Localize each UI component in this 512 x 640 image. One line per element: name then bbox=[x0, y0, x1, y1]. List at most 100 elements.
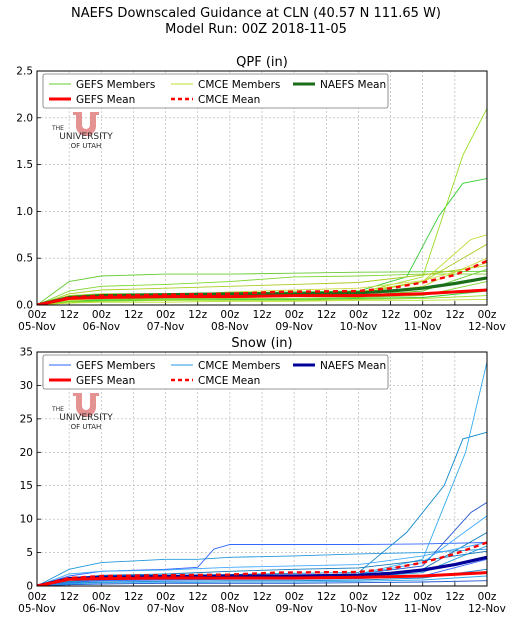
x-tick-label-date: 12-Nov bbox=[468, 603, 506, 615]
member-line bbox=[37, 273, 487, 305]
member-line bbox=[37, 281, 487, 305]
x-tick-label-hour: 00z bbox=[349, 591, 368, 603]
legend-label: GEFS Mean bbox=[76, 94, 135, 106]
university-u-icon bbox=[73, 112, 99, 136]
member-line bbox=[37, 295, 487, 305]
member-line bbox=[37, 270, 487, 305]
y-tick-label: 2.5 bbox=[16, 66, 33, 78]
member-line bbox=[37, 265, 487, 305]
x-tick-label-hour: 12z bbox=[381, 309, 400, 321]
x-tick-label-date: 05-Nov bbox=[18, 321, 56, 333]
member-line bbox=[37, 548, 487, 586]
x-tick-label-hour: 00z bbox=[285, 309, 304, 321]
axes-frame bbox=[36, 351, 488, 587]
y-tick-label: 30 bbox=[20, 380, 33, 392]
x-tick-label-hour: 12z bbox=[124, 309, 143, 321]
logo-text-utah: OF UTAH bbox=[71, 142, 102, 150]
series-group bbox=[37, 361, 487, 586]
x-tick-label-hour: 00z bbox=[478, 309, 497, 321]
figure-title: NAEFS Downscaled Guidance at CLN (40.57 … bbox=[70, 6, 442, 21]
x-tick-label-date: 10-Nov bbox=[340, 603, 378, 615]
x-tick-label-date: 09-Nov bbox=[275, 603, 313, 615]
x-tick-label-date: 06-Nov bbox=[82, 321, 120, 333]
mean-line-cmce-mean bbox=[37, 541, 487, 586]
x-tick-label-date: 10-Nov bbox=[340, 321, 378, 333]
legend-label: NAEFS Mean bbox=[320, 360, 386, 372]
y-tick-label: 2.0 bbox=[16, 112, 33, 124]
x-tick-label-date: 06-Nov bbox=[82, 603, 120, 615]
mean-line-gefs-mean bbox=[37, 288, 487, 305]
logo-text-the: THE bbox=[51, 125, 64, 132]
x-tick-label-hour: 00z bbox=[413, 591, 432, 603]
x-tick-label-date: 07-Nov bbox=[147, 321, 185, 333]
x-tick-label-date: 11-Nov bbox=[404, 321, 442, 333]
y-tick-label: 25 bbox=[20, 413, 33, 425]
x-tick-label-hour: 00z bbox=[220, 309, 239, 321]
x-tick-label-hour: 00z bbox=[28, 309, 47, 321]
panel-title: QPF (in) bbox=[236, 55, 288, 70]
member-line bbox=[37, 568, 487, 586]
panel-qpf: QPF (in) 00z 12z 00z 12z 00z 12z 00z 12z 00z 12z 00… bbox=[16, 55, 506, 333]
mean-line-cmce-mean bbox=[37, 259, 487, 305]
y-tick-label: 0 bbox=[26, 581, 33, 593]
x-tick-label-hour: 00z bbox=[156, 309, 175, 321]
x-tick-label-hour: 12z bbox=[60, 309, 79, 321]
x-tick-label-date: 11-Nov bbox=[404, 603, 442, 615]
member-line bbox=[37, 298, 487, 305]
x-tick-label-hour: 00z bbox=[28, 591, 47, 603]
legend: GEFS Members CMCE Members NAEFS Mean GEFS M… bbox=[42, 354, 389, 390]
x-tick-label-hour: 12z bbox=[124, 591, 143, 603]
x-tick-label-date: 09-Nov bbox=[275, 321, 313, 333]
x-tick-label-hour: 12z bbox=[60, 591, 79, 603]
x-tick-label-hour: 00z bbox=[285, 591, 304, 603]
legend-label: GEFS Members bbox=[76, 79, 155, 91]
x-tick-label-hour: 12z bbox=[317, 591, 336, 603]
legend-label: CMCE Members bbox=[198, 360, 280, 372]
member-line bbox=[37, 542, 487, 586]
y-tick-label: 1.0 bbox=[16, 206, 33, 218]
y-tick-label: 35 bbox=[20, 347, 33, 359]
x-tick-label-date: 12-Nov bbox=[468, 321, 506, 333]
x-tick-label-date: 05-Nov bbox=[18, 603, 56, 615]
logo-text-university: UNIVERSITY bbox=[59, 132, 113, 142]
x-tick-label-hour: 00z bbox=[413, 309, 432, 321]
logo-text-university: UNIVERSITY bbox=[59, 413, 113, 423]
x-tick-label-hour: 12z bbox=[253, 309, 272, 321]
mean-line-gefs-mean bbox=[37, 571, 487, 586]
legend-label: GEFS Members bbox=[76, 360, 155, 372]
y-tick-label: 1.5 bbox=[16, 159, 33, 171]
x-tick-label-hour: 00z bbox=[349, 309, 368, 321]
legend-label: CMCE Mean bbox=[198, 94, 260, 106]
member-line bbox=[37, 580, 487, 586]
x-tick-label-hour: 00z bbox=[478, 591, 497, 603]
axes-frame bbox=[36, 70, 488, 306]
legend-label: NAEFS Mean bbox=[320, 79, 386, 91]
university-u-icon bbox=[73, 393, 99, 417]
x-tick-label-hour: 00z bbox=[92, 591, 111, 603]
x-tick-label-hour: 00z bbox=[220, 591, 239, 603]
figure-subtitle: Model Run: 00Z 2018-11-05 bbox=[165, 22, 347, 37]
y-tick-label: 10 bbox=[20, 514, 33, 526]
legend-label: CMCE Members bbox=[198, 79, 280, 91]
x-tick-label-date: 08-Nov bbox=[211, 321, 249, 333]
x-tick-label-hour: 12z bbox=[188, 591, 207, 603]
x-tick-label-date: 08-Nov bbox=[211, 603, 249, 615]
y-tick-label: 20 bbox=[20, 447, 33, 459]
x-tick-label-hour: 12z bbox=[445, 309, 464, 321]
legend-label: GEFS Mean bbox=[76, 375, 135, 387]
logo-text-utah: OF UTAH bbox=[71, 423, 102, 431]
member-line bbox=[37, 542, 487, 586]
x-tick-label-hour: 12z bbox=[317, 309, 336, 321]
x-tick-label-date: 07-Nov bbox=[147, 603, 185, 615]
series-group bbox=[37, 108, 487, 305]
x-tick-label-hour: 12z bbox=[253, 591, 272, 603]
x-tick-label-hour: 12z bbox=[188, 309, 207, 321]
legend-label: CMCE Mean bbox=[198, 375, 260, 387]
y-tick-label: 0.0 bbox=[16, 300, 33, 312]
panel-snow: Snow (in)00z 12z 00z 12z 00z 12z 00z 12z 00z 12z 0… bbox=[18, 336, 506, 615]
panel-title: Snow (in) bbox=[231, 336, 292, 351]
y-tick-label: 0.5 bbox=[16, 253, 33, 265]
